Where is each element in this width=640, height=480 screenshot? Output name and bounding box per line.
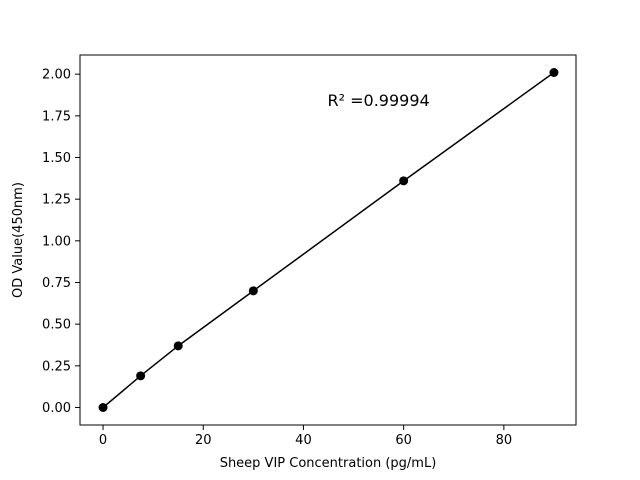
y-tick-label: 0.75 <box>42 276 71 291</box>
y-tick-label: 1.00 <box>42 234 71 249</box>
x-tick-label: 80 <box>496 433 513 448</box>
standard-curve-line <box>102 71 555 409</box>
y-tick-label: 0.00 <box>42 401 71 416</box>
data-point <box>173 341 183 351</box>
data-point <box>98 403 108 412</box>
data-point <box>399 176 409 186</box>
data-point <box>549 68 559 77</box>
data-point <box>248 286 258 296</box>
y-tick-label: 0.50 <box>42 318 71 333</box>
y-tick-label: 1.50 <box>42 151 71 166</box>
y-axis-label: OD Value(450nm) <box>11 182 26 298</box>
y-tick-label: 0.25 <box>42 359 71 374</box>
x-axis-label: Sheep VIP Concentration (pg/mL) <box>220 456 437 471</box>
y-tick-label: 2.00 <box>42 68 71 83</box>
r-squared-annotation: R² =0.99994 <box>328 91 430 110</box>
x-tick-label: 60 <box>395 433 412 448</box>
x-tick-label: 40 <box>295 433 312 448</box>
x-tick-label: 20 <box>195 433 212 448</box>
x-tick-label: 0 <box>99 433 107 448</box>
y-tick-label: 1.25 <box>42 193 71 208</box>
data-point <box>136 371 146 381</box>
y-tick-label: 1.75 <box>42 109 71 124</box>
plot-area: 0 20 40 60 80 0.00 0.25 0.50 0.75 1.00 1.25 1.50 1.7… <box>42 54 577 448</box>
plot-border <box>79 54 577 426</box>
